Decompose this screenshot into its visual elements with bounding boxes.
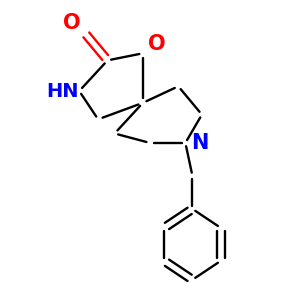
Text: O: O — [148, 34, 166, 54]
Text: N: N — [191, 133, 208, 153]
Text: HN: HN — [46, 82, 79, 100]
Text: O: O — [63, 13, 81, 33]
